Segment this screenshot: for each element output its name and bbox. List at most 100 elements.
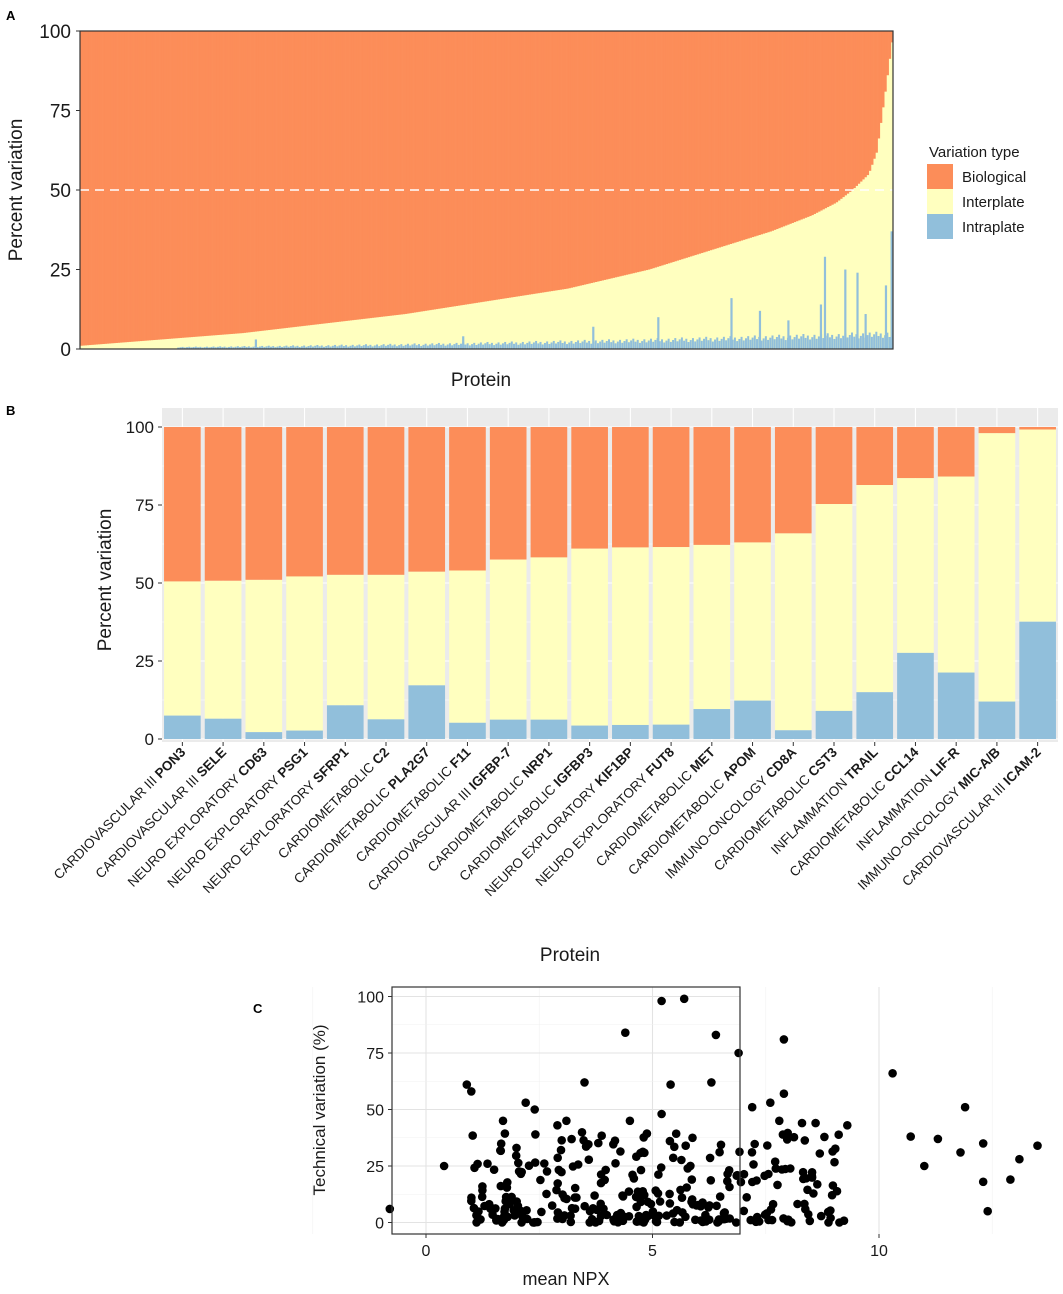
panel-c-point [696, 1216, 706, 1225]
panel-a-bar-biological [736, 31, 739, 242]
panel-c-point [522, 1206, 531, 1215]
panel-a-bar-intraplate [216, 346, 219, 349]
panel-a-bar-biological [855, 31, 858, 186]
panel-b-bar-intraplate [326, 705, 364, 739]
panel-a-plot [79, 30, 894, 350]
panel-a-bar-intraplate [694, 341, 697, 349]
panel-a-bar-intraplate [601, 339, 604, 349]
panel-a-bar-biological [95, 31, 99, 345]
panel-a-bar-biological [292, 31, 295, 328]
panel-a-bar-biological [303, 31, 306, 326]
panel-b-y-tick-label: 25 [135, 652, 154, 671]
panel-a-bar-biological [362, 31, 366, 319]
panel-a-bar-biological [108, 31, 112, 344]
panel-b-x-tick-protein: SELE [194, 745, 230, 781]
panel-c-point [725, 1214, 734, 1223]
panel-b-bars [164, 427, 1056, 739]
panel-a-bar-biological [742, 31, 746, 240]
panel-c-point [478, 1186, 487, 1195]
panel-c-point [1033, 1141, 1042, 1150]
panel-b-bar-interplate [571, 548, 608, 726]
panel-b-bar-intraplate [978, 701, 1016, 739]
panel-b-bar-biological [897, 427, 934, 479]
panel-c-point [713, 1218, 722, 1227]
panel-a-bar-intraplate [477, 343, 480, 349]
panel-a-bar-intraplate [742, 340, 745, 349]
panel-c-point [716, 1140, 726, 1150]
panel-a-bar-biological [309, 31, 313, 326]
panel-a-bar-intraplate [484, 343, 487, 349]
panel-a-bar-intraplate [411, 344, 414, 349]
panel-a-bar-intraplate [530, 343, 533, 349]
panel-c-point [477, 1192, 487, 1202]
panel-b-bar-interplate [612, 547, 649, 725]
panel-a-bar-biological [683, 31, 686, 259]
panel-a-bar-biological [733, 31, 737, 243]
panel-a-bar-biological [223, 31, 227, 335]
legend-title: Variation type [929, 144, 1020, 161]
panel-a-bar-intraplate [616, 341, 619, 349]
panel-a-bar-biological [157, 31, 160, 340]
panel-c-point [584, 1140, 593, 1149]
panel-a-bar-biological [535, 31, 538, 294]
panel-a-bar-intraplate [192, 346, 195, 349]
panel-b-bar-biological [734, 427, 771, 543]
panel-b-bar-interplate [937, 476, 975, 673]
panel-a-bar-biological [579, 31, 582, 286]
panel-a-bar-biological [133, 31, 136, 342]
panel-a-bar-biological [566, 31, 569, 289]
panel-c-point [467, 1087, 476, 1096]
panel-b-bar-interplate [286, 576, 323, 731]
panel-a-bar-biological [627, 31, 631, 275]
panel-a-bar-intraplate [418, 344, 420, 349]
panel-c-point [739, 1206, 749, 1216]
panel-a-bar-biological [824, 31, 828, 209]
panel-a-bar-biological [327, 31, 330, 324]
panel-c-point [920, 1161, 929, 1171]
panel-a-bar-intraplate [225, 347, 228, 349]
panel-a-bar-intraplate [338, 345, 341, 349]
panel-a-bar-intraplate [442, 343, 445, 349]
panel-a-bar-intraplate [559, 340, 562, 349]
panel-a-bar-intraplate [444, 345, 447, 349]
panel-a-bar-biological [398, 31, 401, 315]
panel-a-bar-intraplate [764, 336, 767, 349]
panel-a-bar-biological [599, 31, 602, 281]
panel-a-bar-intraplate [837, 334, 840, 349]
panel-c-point [715, 1192, 725, 1201]
panel-a-bar-biological [605, 31, 609, 280]
panel-a-bar-biological [287, 31, 291, 328]
panel-a-bar-intraplate [634, 341, 637, 349]
panel-a-bar-intraplate [342, 346, 345, 349]
panel-c-point [677, 1193, 687, 1202]
panel-a-bar-intraplate [744, 338, 747, 349]
panel-c-point [553, 1208, 563, 1217]
panel-a-bar-biological [137, 31, 140, 342]
panel-a-bar-biological [258, 31, 262, 332]
panel-a-bar-biological [413, 31, 417, 313]
panel-b-bar-biological [856, 427, 894, 486]
panel-c-point [671, 1129, 681, 1138]
panel-a-bar-biological [497, 31, 501, 300]
panel-a-bar-biological [148, 31, 152, 341]
panel-a-bar-biological [311, 31, 315, 325]
panel-b-bar-intraplate [734, 700, 771, 739]
panel-a-bar-intraplate [188, 346, 191, 349]
panel-a-bar-intraplate [232, 347, 235, 349]
panel-a-bar-biological [263, 31, 266, 331]
panel-c-point [712, 1201, 721, 1211]
panel-a-bar-intraplate [848, 334, 851, 349]
panel-b-y-tick-label: 100 [126, 418, 154, 437]
panel-a-bar-intraplate [307, 346, 310, 349]
panel-c-point [472, 1218, 481, 1227]
panel-a-bar-intraplate [778, 334, 781, 349]
panel-a-bar-biological [868, 31, 872, 171]
panel-a-bar-biological [762, 31, 766, 234]
panel-a-bar-biological [219, 31, 222, 335]
panel-a-bar-biological [93, 31, 96, 345]
panel-c-point [978, 1177, 988, 1187]
panel-a-bar-biological [513, 31, 516, 297]
panel-c-point [665, 1136, 675, 1146]
panel-a-bar-intraplate [309, 345, 312, 349]
panel-c-point [805, 1216, 815, 1226]
